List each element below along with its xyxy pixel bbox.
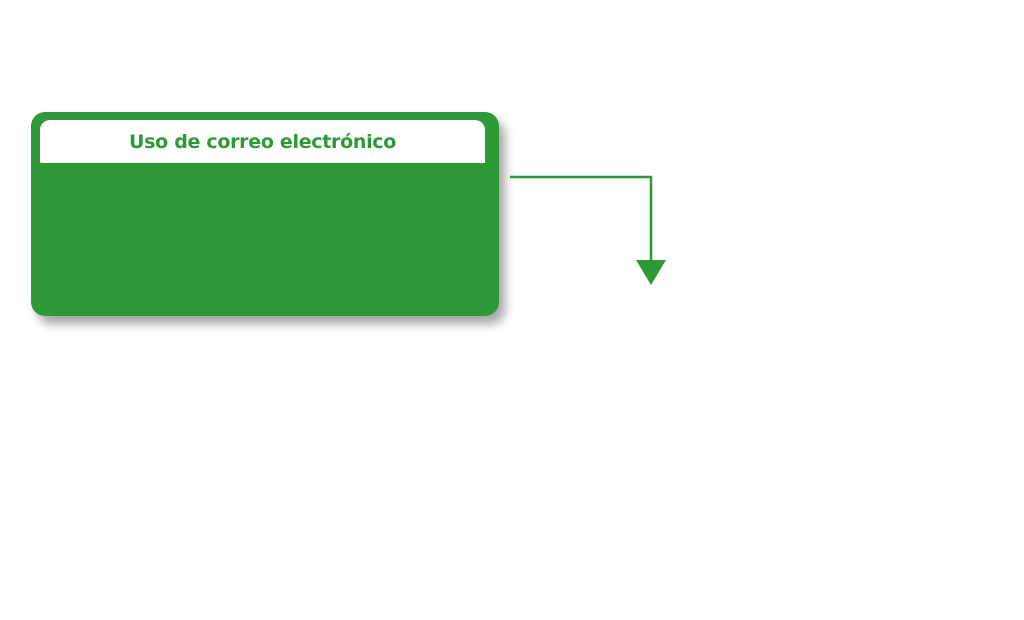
process-box-body [31,163,499,316]
connector-line [510,177,651,262]
process-box-header: Uso de correo electrónico [40,120,485,163]
process-box-title: Uso de correo electrónico [129,131,396,153]
arrowhead-icon [636,260,666,285]
process-box: Uso de correo electrónico [31,112,499,316]
